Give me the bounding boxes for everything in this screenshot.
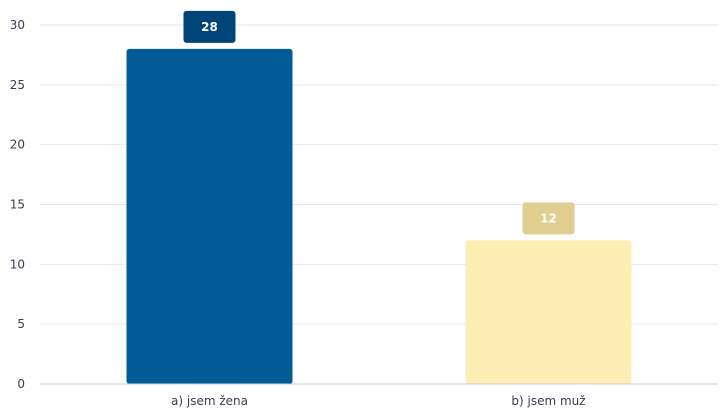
y-tick-label: 5 [17, 317, 25, 331]
x-axis-categories: a) jsem žena b) jsem muž [171, 394, 586, 408]
bar [465, 240, 632, 384]
y-axis-ticks: 0 5 10 15 20 25 30 [10, 18, 25, 391]
data-label-box [522, 202, 575, 235]
bar [126, 48, 293, 384]
y-tick-label: 0 [17, 377, 25, 391]
data-labels: 28 12 [183, 10, 575, 235]
y-tick-label: 30 [10, 18, 25, 32]
bars [126, 48, 632, 384]
y-tick-label: 10 [10, 257, 25, 271]
y-tick-label: 20 [10, 138, 25, 152]
x-category-label: b) jsem muž [511, 394, 585, 408]
y-tick-label: 15 [10, 198, 25, 212]
data-label-box [183, 10, 236, 43]
x-category-label: a) jsem žena [171, 394, 248, 408]
data-label: 28 [201, 20, 218, 34]
data-label: 12 [540, 211, 557, 225]
y-tick-label: 25 [10, 78, 25, 92]
